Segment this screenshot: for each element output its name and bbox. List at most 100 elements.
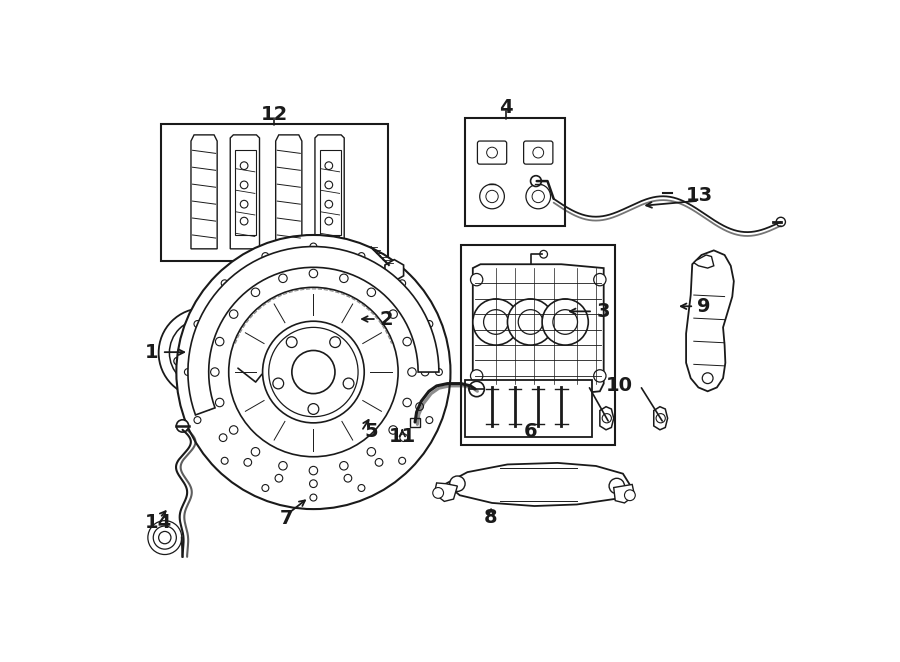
Circle shape [221,280,228,287]
Circle shape [275,475,283,482]
Bar [161,124,388,261]
Text: 10: 10 [606,376,633,395]
Circle shape [325,181,333,189]
Circle shape [472,299,519,345]
Circle shape [169,319,238,387]
Circle shape [269,328,358,416]
Circle shape [273,378,284,389]
Polygon shape [385,260,403,281]
Polygon shape [315,135,344,249]
Circle shape [531,175,541,187]
Circle shape [215,338,224,346]
Circle shape [469,381,484,397]
Circle shape [229,287,398,457]
Polygon shape [188,246,439,415]
Circle shape [182,331,225,374]
Circle shape [263,321,365,423]
Circle shape [594,273,606,286]
Circle shape [328,252,339,264]
Circle shape [594,370,606,382]
Circle shape [310,480,318,487]
Circle shape [203,334,212,342]
Circle shape [220,303,227,310]
Circle shape [153,526,176,549]
Circle shape [325,217,333,225]
Circle shape [339,274,348,283]
Text: 5: 5 [364,422,378,441]
Text: 9: 9 [697,297,710,316]
Circle shape [220,434,227,442]
Circle shape [367,288,375,297]
Bar [465,380,592,438]
Text: 8: 8 [484,508,498,528]
Circle shape [375,459,382,466]
Circle shape [344,262,352,269]
Circle shape [533,147,544,158]
Circle shape [251,288,260,297]
Circle shape [158,308,248,397]
Circle shape [450,476,465,491]
Text: 1: 1 [145,343,158,361]
Circle shape [240,201,248,208]
Bar [320,150,341,235]
Circle shape [286,337,297,348]
Text: 6: 6 [524,422,537,441]
Circle shape [258,368,268,377]
Circle shape [426,416,433,424]
Circle shape [244,278,252,285]
Circle shape [230,310,238,318]
Circle shape [310,494,317,501]
Circle shape [542,299,589,345]
Circle shape [329,337,340,348]
Circle shape [400,303,408,310]
Circle shape [471,370,482,382]
Polygon shape [435,483,457,501]
Circle shape [408,368,416,376]
Circle shape [148,520,182,555]
Circle shape [526,184,551,209]
Circle shape [486,190,499,203]
Circle shape [343,378,354,389]
Circle shape [609,479,625,494]
Circle shape [471,273,482,286]
Circle shape [339,461,348,470]
Circle shape [310,466,318,475]
Circle shape [203,402,212,410]
Text: 11: 11 [389,427,416,446]
Circle shape [262,485,269,491]
Circle shape [776,217,786,226]
Circle shape [433,487,444,498]
Circle shape [358,485,365,491]
Circle shape [416,402,423,410]
Circle shape [508,299,554,345]
Polygon shape [614,485,634,503]
Circle shape [426,320,433,328]
Circle shape [656,414,665,423]
Circle shape [292,350,335,394]
Circle shape [602,414,611,423]
Circle shape [416,334,423,342]
Circle shape [251,448,260,456]
Circle shape [262,253,269,260]
Polygon shape [472,264,604,395]
Polygon shape [230,135,259,249]
Circle shape [325,162,333,169]
Circle shape [480,184,504,209]
Circle shape [184,369,192,375]
Circle shape [244,459,252,466]
Circle shape [540,250,547,258]
Text: 7: 7 [280,509,293,528]
Circle shape [400,434,408,442]
Circle shape [399,280,406,287]
Polygon shape [191,135,217,249]
Circle shape [308,404,319,414]
Circle shape [184,327,192,335]
FancyBboxPatch shape [524,141,553,164]
Circle shape [344,475,352,482]
Circle shape [198,368,205,376]
Circle shape [421,368,429,376]
Circle shape [176,420,189,432]
Bar [461,245,616,445]
Circle shape [200,376,207,383]
Circle shape [193,342,214,363]
